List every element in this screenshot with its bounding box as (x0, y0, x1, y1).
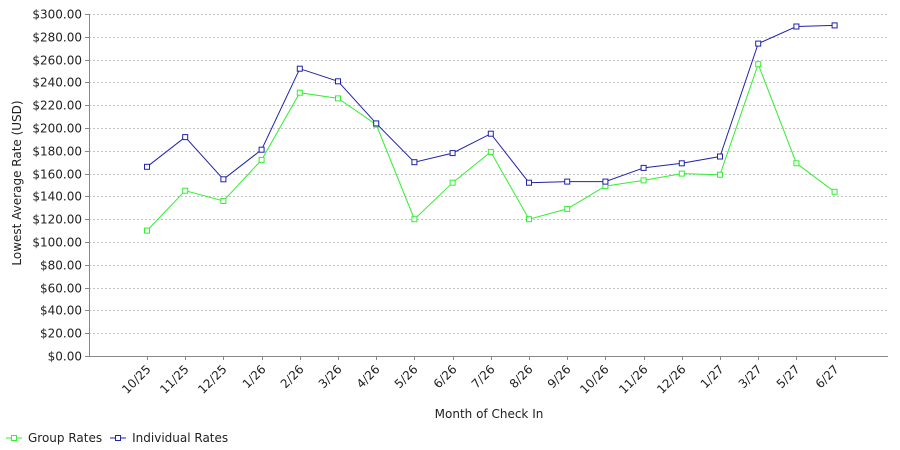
y-tick-label: $200.00 (32, 122, 82, 136)
legend-item: Individual Rates (110, 431, 228, 445)
y-tick-label: $280.00 (32, 31, 82, 45)
line-chart: $0.00 $20.00 $40.00 $60.00 $80.00 $100.00 $120… (10, 8, 888, 421)
data-point (258, 156, 265, 163)
legend-swatch (6, 435, 22, 441)
legend-item: Group Rates (6, 431, 102, 445)
x-axis-ticks: 10/25 11/25 12/25 1/26 2/26 3/26 4/26 5/26 6/26 7… (119, 356, 842, 397)
data-point (411, 159, 418, 166)
data-point (144, 163, 150, 170)
data-point (678, 170, 685, 177)
y-tick-label: $120.00 (32, 213, 82, 227)
x-tick-label: 3/27 (736, 362, 765, 391)
y-tick-label: $220.00 (32, 99, 82, 113)
data-point (258, 146, 265, 153)
data-point (335, 78, 341, 85)
y-tick-label: $260.00 (32, 54, 82, 68)
data-point (640, 177, 647, 184)
y-tick-label: $300.00 (32, 8, 82, 22)
x-tick-label: 4/26 (354, 362, 383, 391)
series-0 (144, 61, 838, 234)
series-1 (144, 22, 838, 186)
x-tick-label: 11/26 (616, 362, 650, 396)
legend-label: Group Rates (28, 431, 103, 445)
x-tick-label: 1/26 (240, 362, 269, 391)
legend-swatch (110, 435, 127, 441)
y-tick-label: $180.00 (32, 145, 82, 159)
x-tick-label: 9/26 (545, 362, 574, 391)
data-point (526, 216, 532, 223)
data-point (564, 205, 571, 212)
x-tick-label: 12/26 (654, 362, 688, 396)
axes (89, 14, 888, 357)
x-tick-label: 1/27 (698, 362, 727, 391)
y-tick-label: $20.00 (40, 327, 82, 341)
data-point (831, 22, 838, 29)
data-point (449, 179, 456, 186)
y-tick-label: $240.00 (32, 76, 82, 90)
y-tick-label: $0.00 (48, 350, 82, 364)
data-point (411, 216, 418, 223)
data-point (793, 23, 800, 30)
series-lines (144, 22, 838, 234)
x-tick-label: 5/26 (392, 362, 421, 391)
y-tick-label: $160.00 (32, 168, 82, 182)
y-axis-label: Lowest Average Rate (USD) (10, 100, 24, 265)
y-tick-label: $140.00 (32, 190, 82, 204)
x-tick-label: 6/26 (431, 362, 460, 391)
x-tick-label: 5/27 (774, 362, 803, 391)
x-tick-label: 8/26 (507, 362, 536, 391)
data-point (220, 176, 227, 183)
grid-lines (89, 14, 888, 357)
x-tick-label: 10/25 (119, 362, 153, 396)
data-point (449, 150, 456, 157)
data-point (564, 178, 571, 185)
data-point (487, 148, 494, 155)
data-point (678, 160, 685, 167)
data-point (793, 160, 800, 167)
data-point (296, 65, 303, 72)
y-tick-label: $60.00 (40, 282, 82, 296)
y-tick-label: $40.00 (40, 304, 82, 318)
data-point (144, 227, 150, 234)
legend-label: Individual Rates (132, 431, 229, 445)
data-point (526, 179, 532, 186)
data-point (373, 120, 380, 127)
x-tick-label: 10/26 (577, 362, 611, 396)
data-point (717, 153, 723, 160)
data-point (296, 89, 303, 96)
x-tick-label: 12/25 (195, 362, 229, 396)
data-point (220, 198, 227, 204)
data-point (640, 164, 647, 171)
data-point (182, 134, 189, 141)
x-tick-label: 6/27 (813, 362, 842, 391)
x-tick-label: 11/25 (157, 362, 191, 396)
plot-area (89, 14, 888, 356)
data-point (602, 178, 609, 185)
x-tick-label: 7/26 (469, 362, 498, 391)
y-axis-ticks: $0.00 $20.00 $40.00 $60.00 $80.00 $100.00 $120… (32, 8, 89, 364)
data-point (717, 171, 723, 178)
y-tick-label: $100.00 (32, 236, 82, 250)
data-point (755, 40, 762, 47)
x-axis-label: Month of Check In (435, 407, 544, 421)
x-tick-label: 3/26 (316, 362, 345, 391)
data-point (182, 187, 189, 194)
x-tick-label: 2/26 (278, 362, 307, 391)
y-tick-label: $80.00 (40, 259, 82, 273)
data-point (755, 61, 762, 68)
legend: Group Rates Individual Rates (6, 431, 236, 445)
data-point (831, 188, 838, 195)
data-point (487, 130, 494, 137)
data-point (335, 95, 341, 102)
